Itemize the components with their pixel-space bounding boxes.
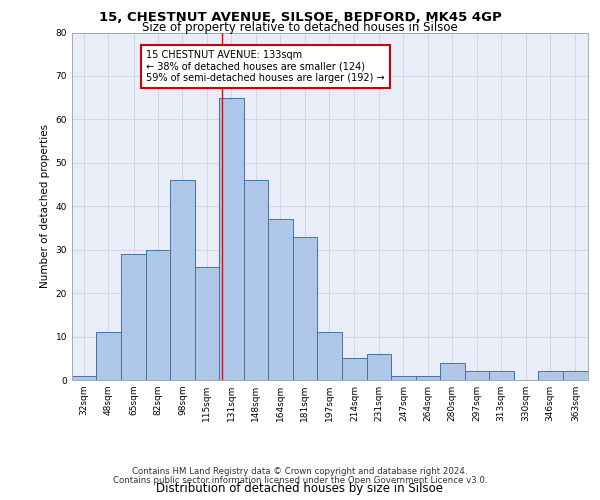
- Bar: [538, 372, 563, 380]
- Bar: [219, 98, 244, 380]
- Bar: [121, 254, 146, 380]
- Bar: [96, 332, 121, 380]
- Bar: [465, 372, 488, 380]
- Bar: [170, 180, 195, 380]
- Bar: [72, 376, 96, 380]
- Text: 15, CHESTNUT AVENUE, SILSOE, BEDFORD, MK45 4GP: 15, CHESTNUT AVENUE, SILSOE, BEDFORD, MK…: [98, 11, 502, 24]
- Text: 15 CHESTNUT AVENUE: 133sqm
← 38% of detached houses are smaller (124)
59% of sem: 15 CHESTNUT AVENUE: 133sqm ← 38% of deta…: [146, 50, 385, 83]
- Bar: [563, 372, 588, 380]
- Y-axis label: Number of detached properties: Number of detached properties: [40, 124, 50, 288]
- Bar: [342, 358, 367, 380]
- Bar: [317, 332, 342, 380]
- Text: Size of property relative to detached houses in Silsoe: Size of property relative to detached ho…: [142, 22, 458, 35]
- Text: Contains public sector information licensed under the Open Government Licence v3: Contains public sector information licen…: [113, 476, 487, 485]
- Bar: [244, 180, 268, 380]
- Text: Contains HM Land Registry data © Crown copyright and database right 2024.: Contains HM Land Registry data © Crown c…: [132, 467, 468, 476]
- Bar: [416, 376, 440, 380]
- Bar: [195, 267, 219, 380]
- Bar: [488, 372, 514, 380]
- Bar: [293, 236, 317, 380]
- Bar: [440, 362, 465, 380]
- Text: Distribution of detached houses by size in Silsoe: Distribution of detached houses by size …: [157, 482, 443, 495]
- Bar: [146, 250, 170, 380]
- Bar: [268, 220, 293, 380]
- Bar: [367, 354, 391, 380]
- Bar: [391, 376, 416, 380]
